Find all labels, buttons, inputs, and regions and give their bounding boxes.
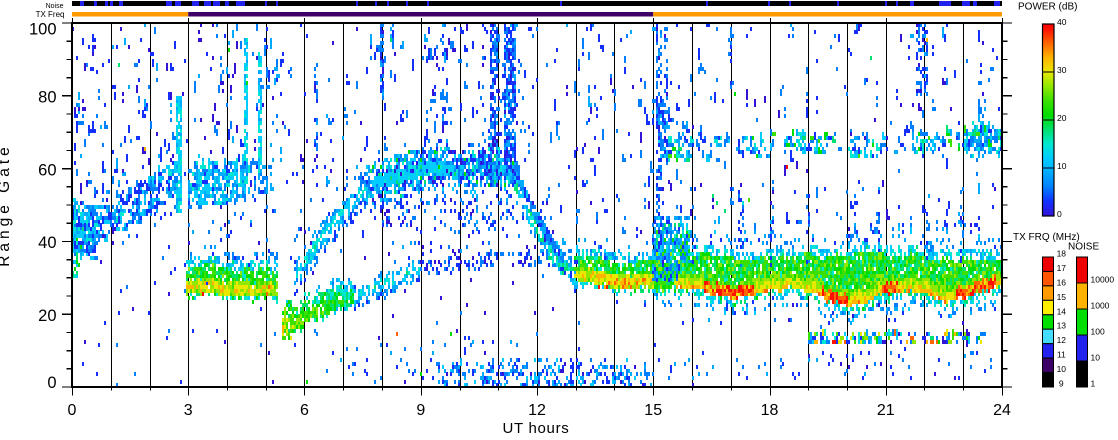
svg-text:1: 1 — [1091, 379, 1096, 389]
svg-text:18: 18 — [761, 402, 779, 419]
svg-text:TX Freq: TX Freq — [36, 10, 65, 19]
svg-text:POWER (dB): POWER (dB) — [1018, 2, 1077, 13]
svg-text:6: 6 — [300, 402, 309, 419]
svg-text:40: 40 — [38, 234, 56, 252]
svg-text:12: 12 — [1057, 335, 1067, 345]
svg-text:18: 18 — [1057, 249, 1067, 259]
svg-text:3: 3 — [184, 402, 193, 419]
svg-text:20: 20 — [1057, 113, 1067, 123]
svg-text:Noise: Noise — [46, 3, 64, 10]
svg-text:40: 40 — [1057, 17, 1067, 27]
svg-text:10: 10 — [1057, 161, 1067, 171]
svg-text:11: 11 — [1057, 350, 1066, 360]
svg-text:10000: 10000 — [1091, 275, 1115, 285]
svg-text:0: 0 — [1057, 209, 1062, 219]
svg-text:80: 80 — [38, 89, 56, 107]
svg-text:15: 15 — [644, 402, 662, 419]
svg-text:UT hours: UT hours — [502, 420, 569, 435]
svg-text:13: 13 — [1057, 321, 1067, 331]
svg-text:0: 0 — [68, 402, 77, 419]
svg-text:10: 10 — [1091, 353, 1101, 363]
svg-text:16: 16 — [1057, 277, 1067, 287]
svg-text:1000: 1000 — [1091, 301, 1110, 311]
svg-text:12: 12 — [528, 402, 546, 419]
svg-text:21: 21 — [877, 402, 895, 419]
svg-text:100: 100 — [1091, 327, 1105, 337]
svg-text:NOISE: NOISE — [1068, 242, 1099, 253]
svg-text:9: 9 — [1059, 379, 1064, 389]
svg-text:14: 14 — [1057, 306, 1067, 316]
svg-text:60: 60 — [38, 161, 56, 179]
svg-text:17: 17 — [1057, 263, 1067, 273]
svg-text:30: 30 — [1057, 65, 1067, 75]
svg-text:24: 24 — [993, 402, 1011, 419]
svg-text:10: 10 — [1057, 364, 1067, 374]
svg-text:TX FRQ (MHz): TX FRQ (MHz) — [1013, 232, 1080, 243]
svg-text:100: 100 — [29, 21, 57, 39]
svg-text:Range Gate: Range Gate — [0, 143, 13, 267]
svg-text:15: 15 — [1057, 292, 1067, 302]
svg-text:20: 20 — [38, 307, 56, 325]
svg-text:0: 0 — [47, 374, 56, 392]
svg-text:9: 9 — [416, 402, 425, 419]
